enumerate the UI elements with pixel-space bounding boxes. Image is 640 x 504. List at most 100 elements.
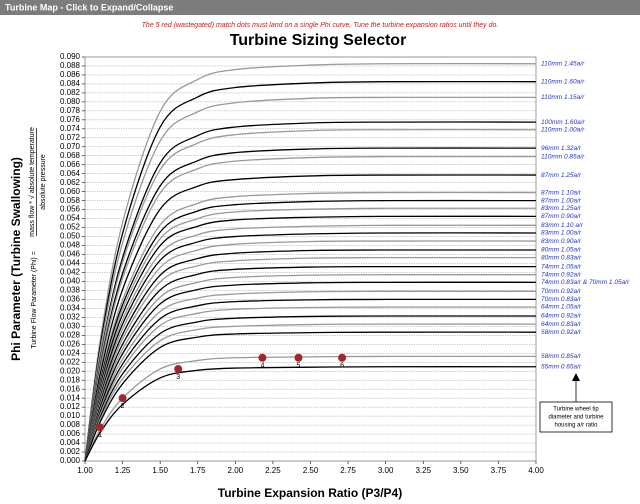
y-tick-label: 0.052 [60,223,81,232]
x-axis-label: Turbine Expansion Ratio (P3/P4) [218,486,402,500]
x-tick-label: 3.00 [378,466,394,475]
phi-curve [84,256,537,462]
y-tick-label: 0.058 [60,196,81,205]
x-tick-label: 2.00 [228,466,244,475]
phi-curve [84,199,537,462]
y-tick-label: 0.002 [60,447,81,456]
formula-numerator: mass flow * √ absolute temperature [28,127,36,237]
y-tick-label: 0.090 [60,52,81,61]
match-dot-label: 4 [260,363,264,370]
curve-label: 110mm 1.15a/r [541,94,585,101]
y-tick-label: 0.076 [60,115,81,124]
y-tick-label: 0.062 [60,178,81,187]
y-tick-label: 0.078 [60,106,81,115]
x-tick-label: 1.50 [152,466,168,475]
curve-label: 110mm 1.60a/r [541,78,585,85]
x-tick-label: 1.25 [115,466,131,475]
match-dot-label: 3 [176,374,180,381]
phi-curve [84,215,537,462]
y-tick-label: 0.082 [60,88,81,97]
phi-curve [84,191,537,462]
y-tick-label: 0.000 [60,456,81,465]
y-tick-label: 0.040 [60,277,81,286]
y-tick-label: 0.046 [60,250,81,259]
y-tick-label: 0.086 [60,70,81,79]
match-dot-label: 1 [98,432,102,439]
note: The 5 red (wastegated) match dots must l… [142,22,499,29]
curve-label: 96mm 1.32a/r [541,145,582,152]
match-dot-label: 5 [297,363,301,370]
curve-label: 70mm 0.92a/r [541,288,582,295]
curve-label: 110mm 0.85a/r [541,153,585,160]
y-tick-label: 0.026 [60,339,81,348]
x-tick-label: 4.00 [528,466,544,475]
match-dot [174,364,183,373]
y-tick-label: 0.004 [60,438,81,447]
match-dot [96,423,105,432]
phi-curve [84,129,537,462]
y-tick-label: 0.042 [60,268,81,277]
y-tick-label: 0.048 [60,241,81,250]
y-tick-label: 0.020 [60,366,81,375]
header-title[interactable]: Turbine Map - Click to Expand/Collapse [5,2,173,12]
y-tick-label: 0.054 [60,214,81,223]
header-bar[interactable] [0,0,640,15]
match-dot [258,353,267,362]
curve-label: 58mm 0.92a/r [541,329,582,336]
x-tick-label: 2.50 [303,466,319,475]
x-tick-label: 3.75 [491,466,507,475]
y-tick-label: 0.008 [60,420,81,429]
y-tick-label: 0.012 [60,402,81,411]
plot-frame [84,56,537,462]
curve-label: 83mm 1.10 a/r [541,222,584,229]
curve-label: 74mm 0.92a/r [541,271,582,278]
phi-curve [84,306,537,462]
chart-title: Turbine Sizing Selector [230,32,407,49]
curve-label: 55mm 0.65a/r [541,363,582,370]
phi-curve [84,298,537,462]
y-tick-label: 0.032 [60,312,81,321]
y-tick-label: 0.072 [60,133,81,142]
plot: 0.0000.0020.0040.0060.0080.0100.0120.014… [60,52,630,475]
y-tick-label: 0.034 [60,303,81,312]
phi-curve [84,62,537,462]
phi-curve [84,355,537,462]
phi-curve [84,232,537,462]
formula-denominator: absolute pressure [40,154,47,210]
phi-curve [84,265,537,462]
curve-label: 83mm 1.00a/r [541,230,582,237]
y-tick-label: 0.064 [60,169,81,178]
x-tick-label: 3.25 [415,466,431,475]
y-tick-label: 0.006 [60,429,81,438]
phi-curve [84,315,537,462]
phi-curve [84,366,537,462]
x-tick-label: 2.25 [265,466,281,475]
y-tick-label: 0.060 [60,187,81,196]
curve-label: 87mm 1.00a/r [541,197,582,204]
curve-label: 64mm 1.05a/r [541,304,582,311]
curve-label: 87mm 0.90a/r [541,213,582,220]
y-tick-label: 0.036 [60,295,81,304]
y-tick-label: 0.014 [60,393,81,402]
curve-label: 64mm 0.92a/r [541,313,582,320]
y-axis-label: Phi Parameter (Turbine Swallowing) [9,157,23,361]
phi-curve [84,290,537,462]
x-tick-label: 1.00 [77,466,93,475]
y-tick-label: 0.016 [60,384,81,393]
y-tick-label: 0.070 [60,142,81,151]
curve-label: 110mm 1.00a/r [541,126,585,133]
curve-label: 80mm 0.83a/r [541,254,582,261]
phi-curve [84,96,537,462]
curve-label: 64mm 0.83a/r [541,321,582,328]
y-tick-label: 0.050 [60,232,81,241]
curve-label: 58mm 0.85a/r [541,353,582,360]
match-dot-label: 6 [340,363,344,370]
y-tick-label: 0.018 [60,375,81,384]
phi-curve [84,224,537,462]
annotation-box [539,401,613,433]
phi-curve [84,331,537,462]
curve-label: 87mm 1.25a/r [541,172,582,179]
phi-curve [84,249,537,462]
x-tick-label: 2.75 [340,466,356,475]
curve-label: 100mm 1.60a/r [541,119,586,126]
